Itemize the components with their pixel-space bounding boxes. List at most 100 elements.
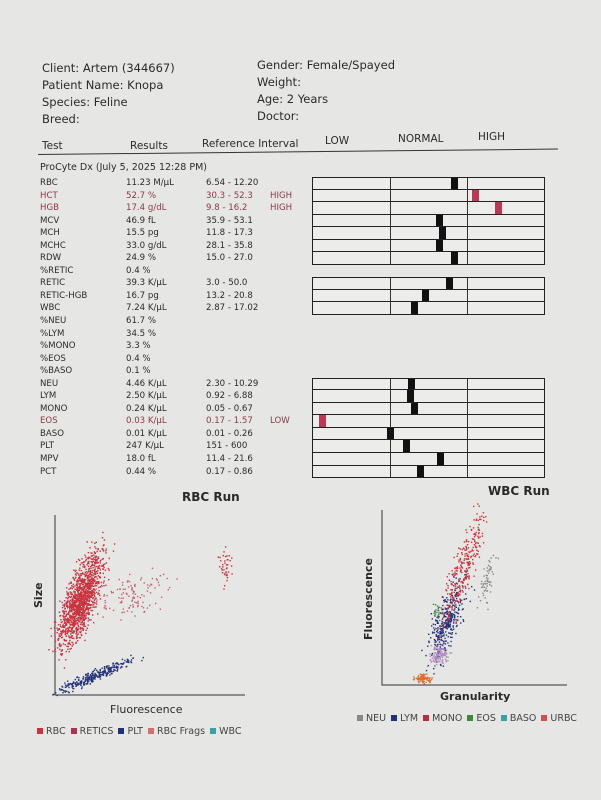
- legend-label: PLT: [127, 726, 143, 737]
- wbc-xlabel: Granularity: [440, 690, 511, 703]
- legend-swatch: [500, 715, 507, 721]
- test-name: RETIC: [40, 278, 66, 289]
- test-name: HGB: [40, 203, 60, 214]
- test-result: 18.0 fL: [126, 454, 156, 465]
- col-high: HIGH: [478, 131, 506, 143]
- legend-swatch: [467, 715, 474, 721]
- test-name: LYM: [40, 391, 57, 402]
- legend-label: MONO: [432, 713, 463, 724]
- test-reference: 15.0 - 27.0: [206, 253, 253, 264]
- test-flag: HIGH: [270, 203, 293, 214]
- rbc-xlabel: Fluorescence: [110, 703, 183, 716]
- range-divider: [466, 402, 468, 415]
- value-marker: [495, 202, 503, 214]
- value-marker: [407, 390, 415, 402]
- range-bar: [312, 239, 545, 253]
- gray-points: [476, 554, 499, 611]
- test-reference: 30.3 - 52.3: [206, 190, 253, 201]
- test-result: 0.01 K/µL: [126, 428, 167, 439]
- plt-points: [52, 654, 144, 697]
- test-result: 46.9 fL: [126, 215, 156, 226]
- table-row: MPV 18.0 fL 11.4 - 21.6: [40, 453, 560, 466]
- test-result: 4.46 K/µL: [126, 378, 167, 389]
- range-divider: [389, 390, 391, 402]
- table-row: %EOS 0.4 %: [40, 353, 560, 366]
- wbc-run-scatter: [381, 503, 567, 686]
- value-marker: [436, 453, 444, 465]
- legend-label: RBC Frags: [157, 726, 206, 737]
- test-result: 0.44 %: [126, 466, 157, 477]
- test-name: PCT: [40, 466, 57, 477]
- value-marker: [446, 278, 454, 289]
- client: Client: Artem (344667): [42, 61, 175, 75]
- test-reference: 2.30 - 10.29: [206, 378, 259, 389]
- test-flag: LOW: [270, 416, 290, 427]
- table-row: LYM 2.50 K/µL 0.92 - 6.88: [40, 390, 560, 403]
- test-result: 0.03 K/µL: [126, 416, 167, 427]
- range-divider: [466, 453, 468, 465]
- table-row: %MONO 3.3 %: [40, 340, 560, 353]
- test-reference: 0.05 - 0.67: [206, 403, 253, 414]
- value-marker: [403, 440, 411, 452]
- range-bar: [312, 252, 545, 265]
- test-result: 39.3 K/µL: [126, 278, 167, 289]
- range-divider: [466, 252, 468, 264]
- test-result: 0.24 K/µL: [126, 403, 167, 414]
- table-row: RBC 11.23 M/µL 6.54 - 12.20: [40, 177, 560, 190]
- test-name: BASO: [40, 428, 64, 439]
- range-divider: [389, 189, 391, 202]
- range-bar: [312, 402, 545, 416]
- test-name: MCHC: [40, 240, 66, 251]
- col-test: Test: [42, 140, 63, 152]
- test-name: %MONO: [40, 341, 76, 352]
- range-divider: [466, 390, 468, 402]
- test-reference: 11.4 - 21.6: [206, 454, 253, 465]
- table-row: HCT 52.7 % 30.3 - 52.3 HIGH: [40, 189, 560, 203]
- table-row: EOS 0.03 K/µL 0.17 - 1.57 LOW: [40, 415, 560, 428]
- legend-label: BASO: [509, 713, 537, 724]
- weight: Weight:: [257, 75, 301, 89]
- test-name: PLT: [40, 441, 55, 452]
- test-reference: 35.9 - 53.1: [206, 215, 253, 226]
- test-result: 0.1 %: [126, 366, 151, 377]
- value-marker: [450, 178, 458, 189]
- value-marker: [417, 465, 425, 478]
- patient-info-right: Gender: Female/Spayed Weight: Age: 2 Yea…: [257, 57, 395, 125]
- retic-points: [217, 546, 233, 590]
- age: Age: 2 Years: [257, 92, 329, 106]
- range-divider: [466, 227, 468, 239]
- test-reference: 151 - 600: [206, 441, 248, 452]
- value-marker: [471, 189, 479, 202]
- axis: [54, 515, 245, 696]
- test-reference: 0.17 - 1.57: [206, 416, 253, 427]
- test-result: 0.4 %: [126, 265, 151, 276]
- range-divider: [466, 239, 468, 252]
- range-bar: [312, 390, 545, 403]
- value-marker: [410, 302, 418, 314]
- col-low: LOW: [325, 135, 350, 147]
- value-marker: [438, 227, 446, 239]
- table-row: BASO 0.01 K/µL 0.01 - 0.26: [40, 427, 560, 441]
- test-name: %NEU: [40, 316, 67, 327]
- range-bar: [312, 177, 545, 190]
- test-reference: 2.87 - 17.02: [206, 303, 259, 314]
- col-reference: Reference Interval: [202, 138, 299, 150]
- rbc-frag-points: [81, 567, 178, 621]
- rbc-points: [48, 531, 116, 669]
- value-marker: [410, 402, 418, 415]
- legend-label: URBC: [550, 713, 577, 724]
- table-row: %NEU 61.7 %: [40, 315, 560, 328]
- range-divider: [389, 252, 391, 264]
- legend-label: RBC: [46, 726, 66, 737]
- table-row: MCHC 33.0 g/dL 28.1 - 35.8: [40, 239, 560, 253]
- test-reference: 0.92 - 6.88: [206, 391, 253, 402]
- test-reference: 3.0 - 50.0: [206, 278, 248, 289]
- range-divider: [389, 302, 391, 314]
- range-divider: [389, 289, 391, 302]
- range-divider: [389, 214, 391, 227]
- test-result: 7.24 K/µL: [126, 303, 167, 314]
- table-row: RDW 24.9 % 15.0 - 27.0: [40, 252, 560, 265]
- range-bar: [312, 465, 545, 479]
- value-marker: [436, 214, 444, 227]
- table-row: RETIC 39.3 K/µL 3.0 - 50.0: [40, 277, 560, 290]
